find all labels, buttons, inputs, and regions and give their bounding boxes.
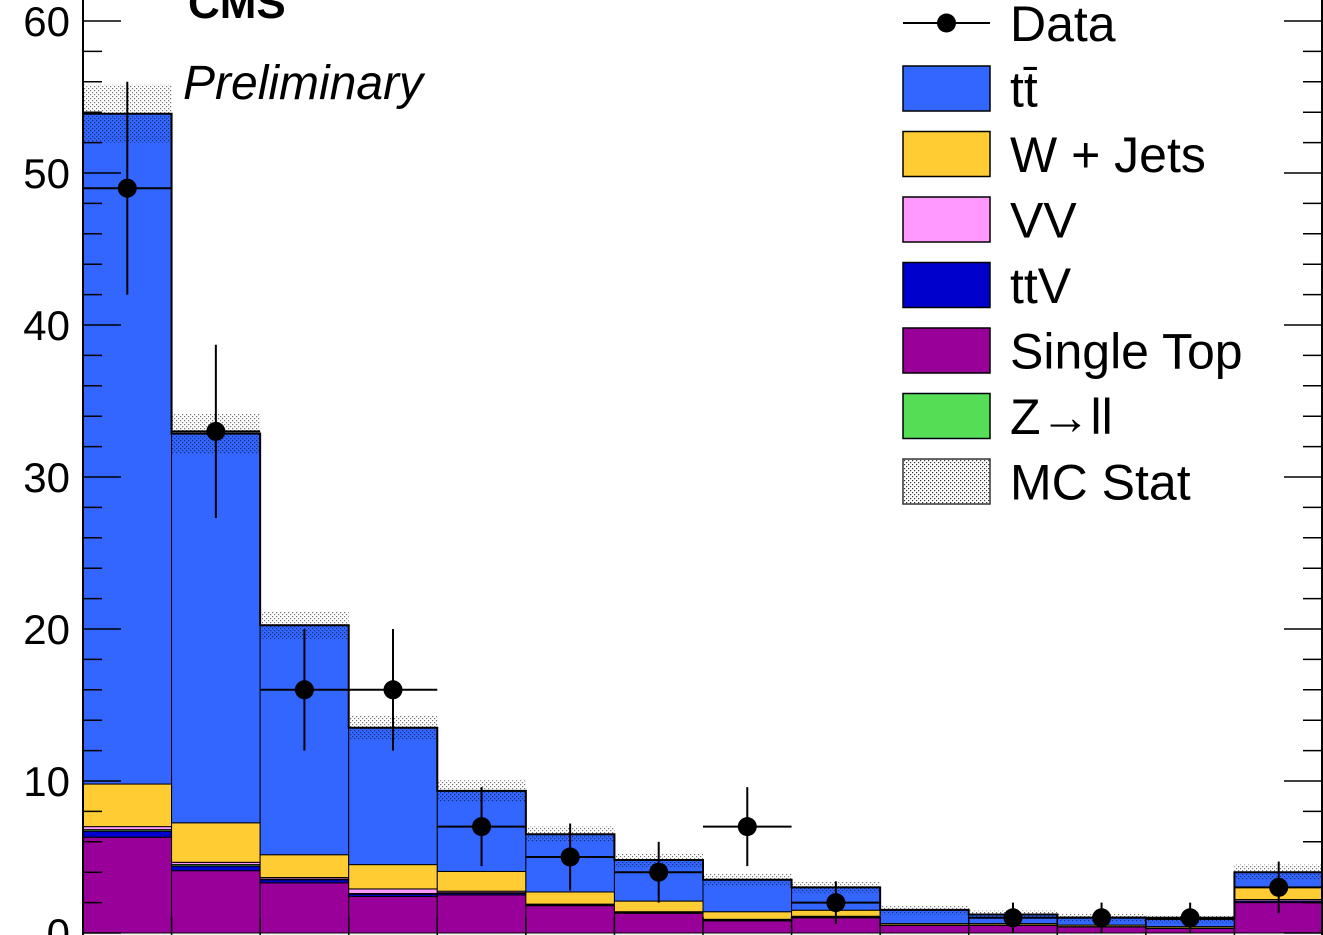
data-point-14	[1269, 877, 1289, 897]
y-tick-label-40: 40	[23, 302, 70, 349]
bar-single-top-7	[613, 912, 704, 934]
bar-single-top-5	[436, 894, 527, 934]
data-point-11	[1003, 908, 1023, 928]
y-tick-label-20: 20	[23, 606, 70, 653]
y-tick-label-10: 10	[23, 758, 70, 805]
bar-ttv-1	[82, 830, 173, 838]
bar-w-jets-5	[436, 870, 527, 892]
y-tick-label-50: 50	[23, 150, 70, 197]
legend-swatch-w-jets	[902, 130, 991, 178]
legend-item-mc-stat: MC Stat	[902, 455, 1191, 511]
legend-label: VV	[1010, 193, 1077, 249]
legend-data-marker	[937, 13, 956, 33]
legend-label: Single Top	[1010, 324, 1243, 380]
bar-single-top-4	[348, 896, 438, 934]
y-tick-label-0: 0	[47, 910, 70, 935]
data-point-9	[826, 893, 846, 913]
status-label: Preliminary	[183, 57, 426, 110]
experiment-label: CMS	[188, 0, 286, 28]
data-point-13	[1180, 908, 1200, 928]
bar-w-jets-3	[259, 854, 350, 879]
legend-item-data: Data	[903, 0, 1116, 52]
legend-item-single-top: Single Top	[902, 324, 1243, 380]
data-point-7	[649, 862, 669, 882]
legend-item-vv: VV	[902, 193, 1077, 249]
legend: Data tt̄ W + Jets VV ttV Single Top Z→ll MC Sta…	[902, 0, 1243, 511]
legend-swatch-z-ll	[902, 392, 991, 440]
legend-swatch-vv	[902, 196, 991, 243]
bar-single-top-10	[879, 924, 970, 934]
legend-swatch-tt	[902, 65, 991, 112]
bar-w-jets-1	[82, 783, 173, 828]
bar-single-top-3	[259, 882, 350, 934]
legend-label: MC Stat	[1010, 455, 1191, 511]
legend-label: ttV	[1010, 258, 1072, 314]
y-axis: 0 10 20 30 40 50 60	[23, 0, 1323, 935]
stacked-bars	[82, 113, 1323, 934]
data-point-8	[737, 817, 757, 837]
bar-single-top-2	[171, 870, 261, 934]
y-tick-label-60: 60	[23, 0, 70, 45]
data-point-5	[472, 817, 492, 837]
legend-label: W + Jets	[1010, 127, 1206, 183]
bar-single-top-6	[525, 905, 615, 934]
legend-item-z-ll: Z→ll	[902, 389, 1113, 445]
legend-swatch-single-top	[902, 327, 991, 374]
data-point-6	[560, 847, 580, 867]
bar-w-jets-6	[525, 891, 615, 905]
legend-item-tt: tt̄	[902, 62, 1038, 118]
data-points	[83, 81, 1323, 933]
bar-w-jets-8	[702, 911, 793, 920]
data-point-3	[294, 680, 314, 700]
bar-single-top-1	[82, 836, 173, 934]
y-tick-label-30: 30	[23, 454, 70, 501]
legend-label: tt̄	[1010, 62, 1038, 118]
data-point-1	[117, 178, 137, 198]
bar-w-jets-7	[613, 900, 704, 913]
legend-label: Data	[1010, 0, 1116, 52]
data-point-12	[1092, 908, 1112, 928]
bar-w-jets-4	[348, 864, 438, 890]
legend-item-w-jets: W + Jets	[902, 127, 1206, 183]
data-point-4	[383, 680, 403, 700]
legend-swatch-mc-stat	[902, 458, 991, 505]
bar-ttv-2	[171, 865, 261, 872]
legend-swatch-ttv	[902, 261, 991, 309]
legend-label: Z→ll	[1010, 389, 1113, 445]
data-point-2	[206, 421, 226, 441]
bar-w-jets-2	[171, 822, 261, 863]
bar-single-top-8	[702, 920, 793, 934]
legend-item-ttv: ttV	[902, 258, 1072, 314]
bar-vv-4	[348, 888, 438, 894]
